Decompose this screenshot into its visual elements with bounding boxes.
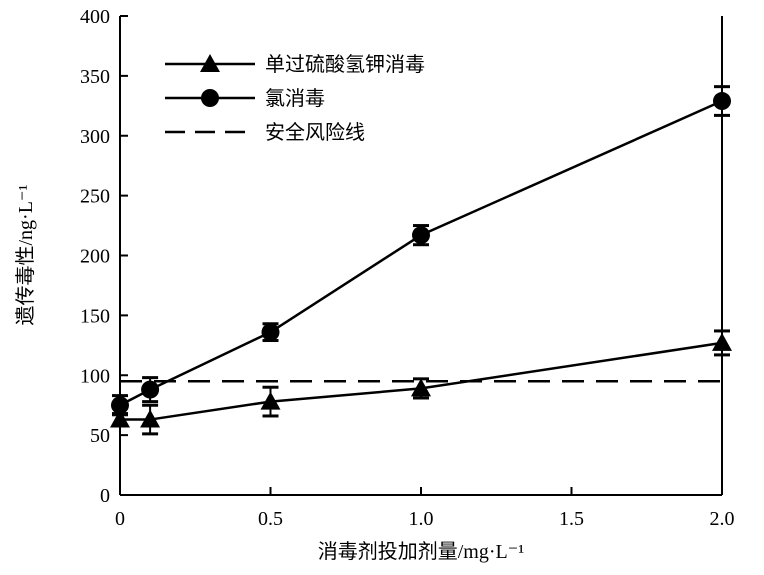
circle-marker [713,92,731,111]
triangle-marker [411,378,431,397]
y-tick-label: 250 [80,186,110,208]
circle-marker [412,226,430,245]
circle-marker [111,396,129,415]
legend-label: 氯消毒 [265,87,325,110]
axes: 0 50 100 150 200 250 300 350 400 0 0.5 1.0 1.5 2.0 [80,6,735,530]
legend-label: 单过硫酸氢钾消毒 [265,53,425,76]
triangle-marker [260,391,281,410]
y-tick-label: 0 [100,485,110,507]
x-tick-label: 2.0 [710,508,735,530]
circle-series-line [119,99,723,407]
x-tick-label: 0 [115,508,125,530]
triangle-marker [200,54,220,72]
triangle-marker [712,332,732,351]
y-tick-label: 350 [80,66,110,88]
triangle-marker [110,409,130,428]
circle-marker [141,380,160,399]
plot-area [110,85,732,436]
legend-label: 安全风险线 [265,121,365,144]
circle-marker [201,89,219,107]
triangle-marker [140,409,161,428]
y-axis-label: 遗传毒性/ng·L⁻¹ [14,185,37,326]
circle-marker [261,323,280,342]
y-tick-label: 400 [80,6,110,28]
y-tick-label: 50 [90,425,110,447]
y-tick-label: 150 [80,305,110,327]
x-tick-label: 1.0 [409,508,434,530]
y-tick-label: 200 [80,246,110,268]
x-axis-label: 消毒剂投加剂量/mg·L⁻¹ [318,540,525,563]
x-tick-label: 1.5 [559,508,584,530]
y-tick-label: 300 [80,126,110,148]
y-tick-label: 100 [80,365,110,387]
x-tick-label: 0.5 [258,508,283,530]
